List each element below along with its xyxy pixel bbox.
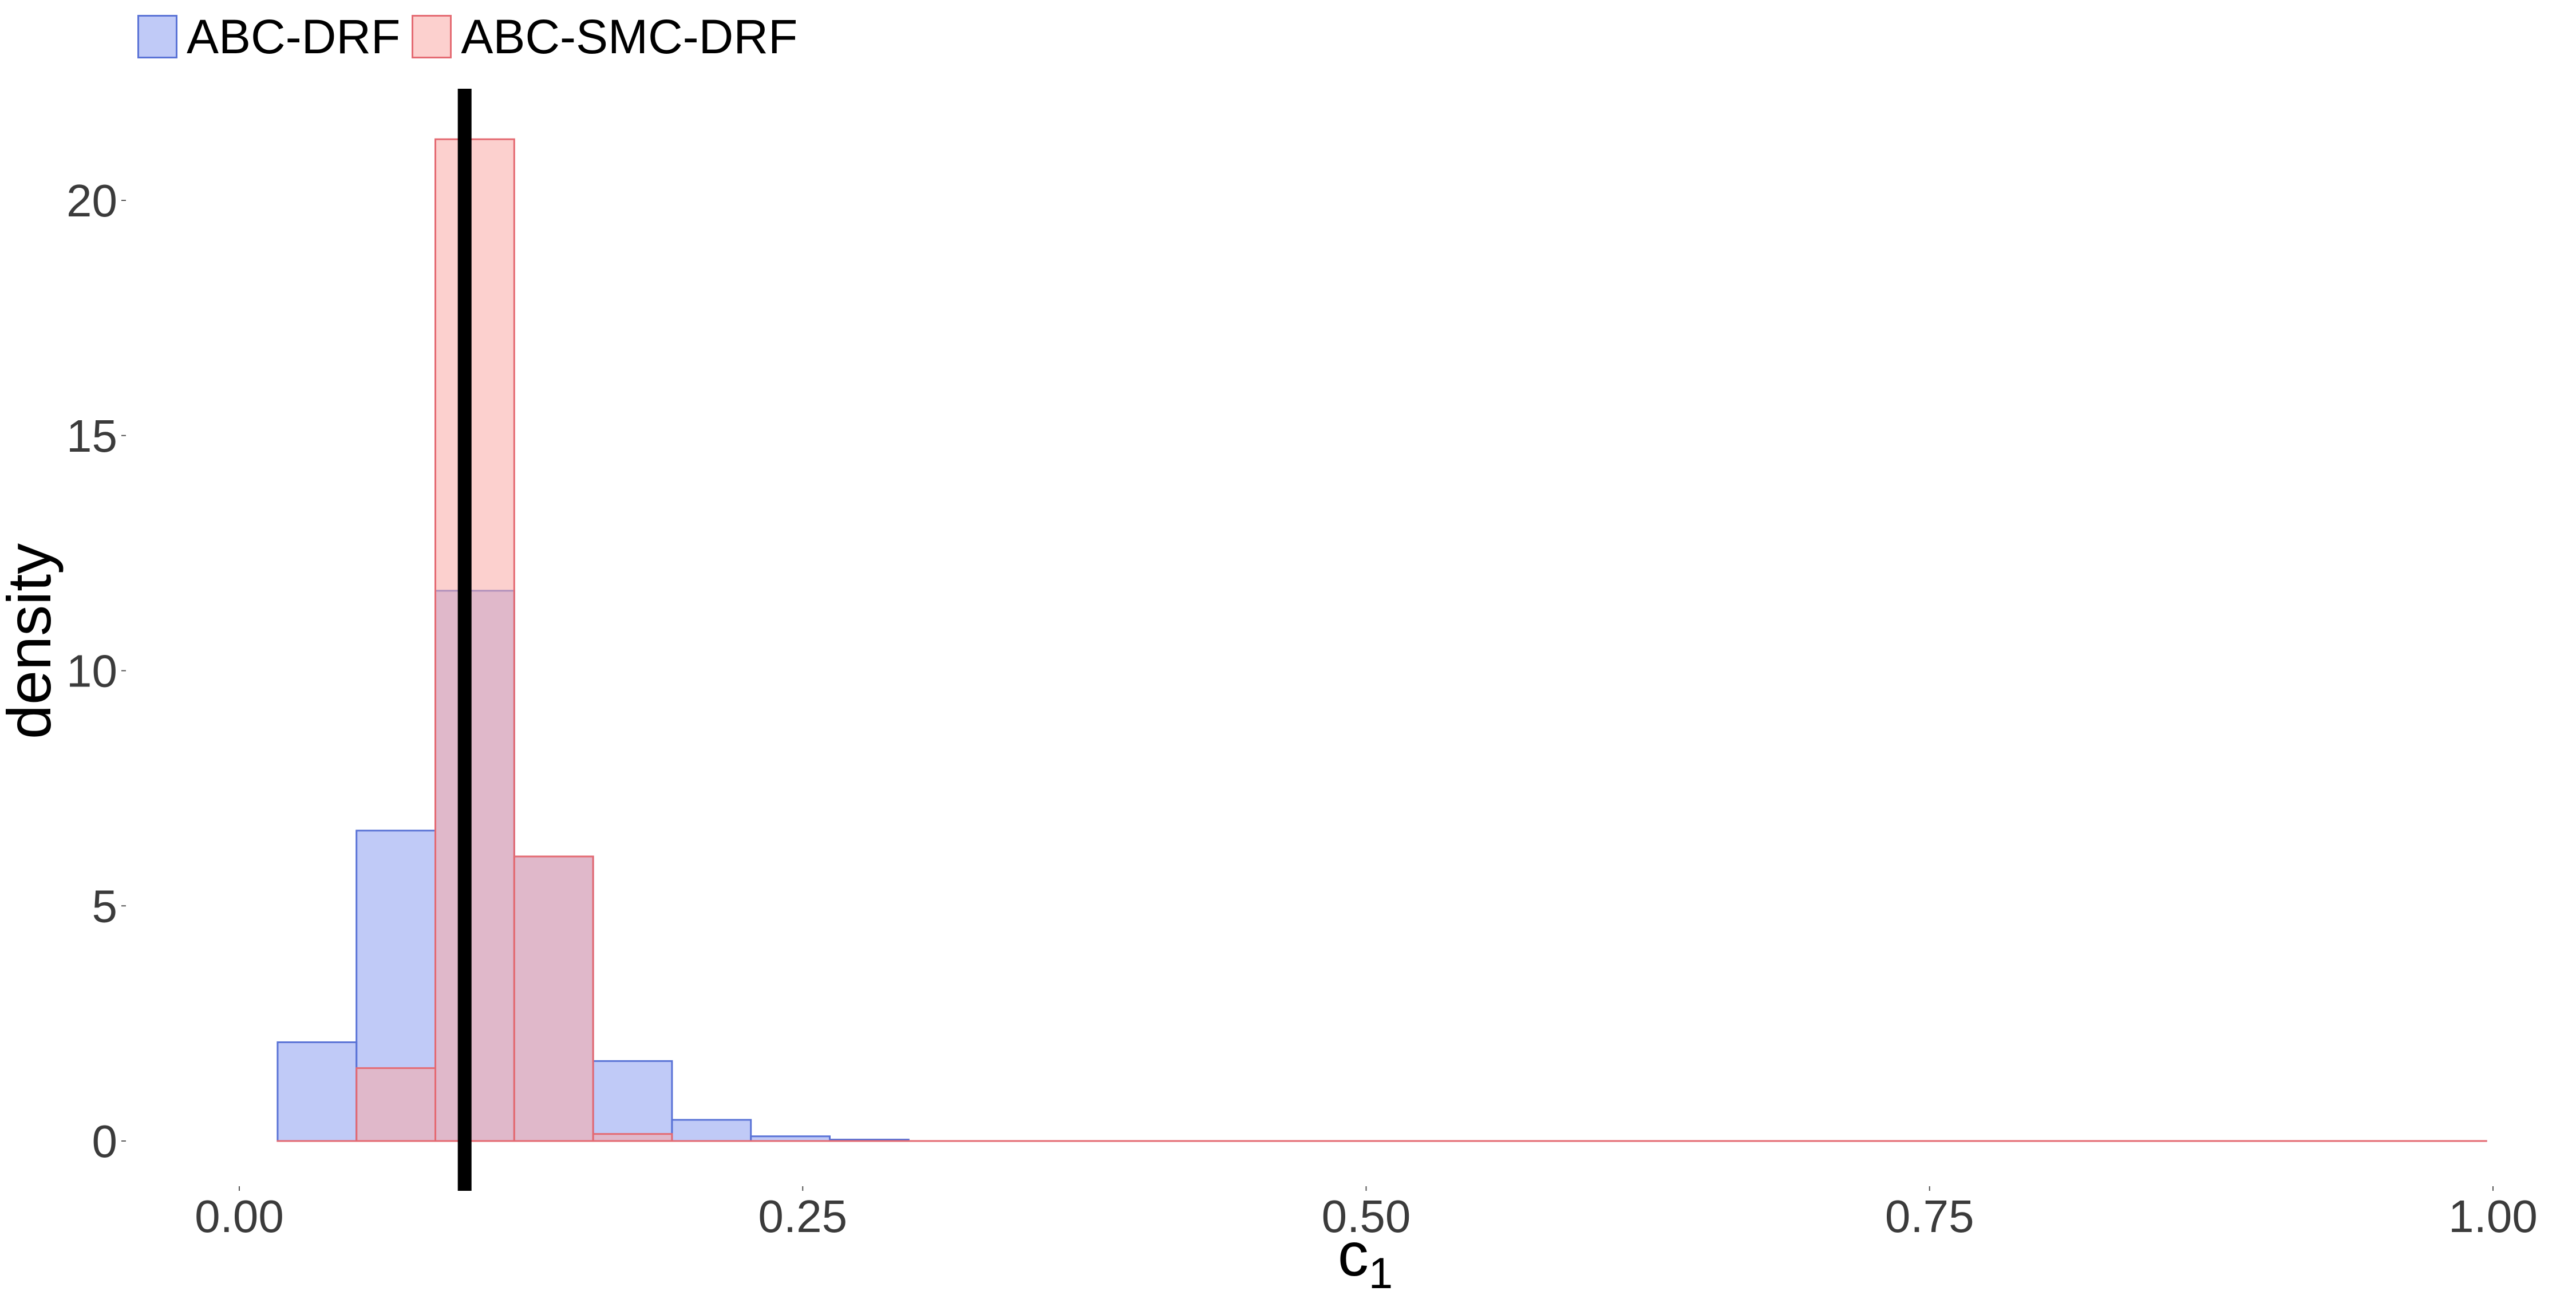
legend-item-abc-smc-drf: ABC-SMC-DRF xyxy=(412,13,797,61)
bar-abc-smc-drf-4 xyxy=(593,1134,672,1141)
legend-label-abc-smc-drf: ABC-SMC-DRF xyxy=(461,13,797,61)
y-axis: 0 5 10 15 20 xyxy=(66,175,126,1167)
series-abc-drf xyxy=(278,591,2486,1141)
legend-label-abc-drf: ABC-DRF xyxy=(187,13,400,61)
bars-layer xyxy=(278,139,2486,1141)
legend: ABC-DRF ABC-SMC-DRF xyxy=(137,13,797,61)
y-tick-label-4: 20 xyxy=(66,175,117,226)
legend-item-abc-drf: ABC-DRF xyxy=(137,13,400,61)
series-abc-smc-drf xyxy=(278,139,2486,1141)
bar-abc-drf-4 xyxy=(593,1061,672,1141)
x-tick-label-1: 0.25 xyxy=(758,1191,847,1242)
x-tick-label-4: 1.00 xyxy=(2448,1191,2538,1242)
bar-abc-smc-drf-2 xyxy=(436,139,515,1141)
y-axis-title: density xyxy=(0,543,64,739)
y-tick-label-1: 5 xyxy=(92,881,118,931)
y-tick-label-0: 0 xyxy=(92,1116,118,1167)
bar-abc-smc-drf-1 xyxy=(357,1068,436,1141)
legend-swatch-abc-smc-drf xyxy=(412,15,452,58)
x-axis-title-subscript: 1 xyxy=(1369,1249,1393,1288)
x-axis-title-main: c xyxy=(1338,1219,1369,1288)
x-tick-label-3: 0.75 xyxy=(1885,1191,1974,1242)
y-tick-label-3: 15 xyxy=(66,410,117,461)
bar-abc-smc-drf-3 xyxy=(514,856,593,1141)
legend-swatch-abc-drf xyxy=(137,15,177,58)
bar-abc-drf-0 xyxy=(278,1042,357,1141)
bar-abc-drf-5 xyxy=(672,1120,751,1141)
x-tick-label-0: 0.00 xyxy=(195,1191,284,1242)
y-tick-label-2: 10 xyxy=(66,646,117,697)
